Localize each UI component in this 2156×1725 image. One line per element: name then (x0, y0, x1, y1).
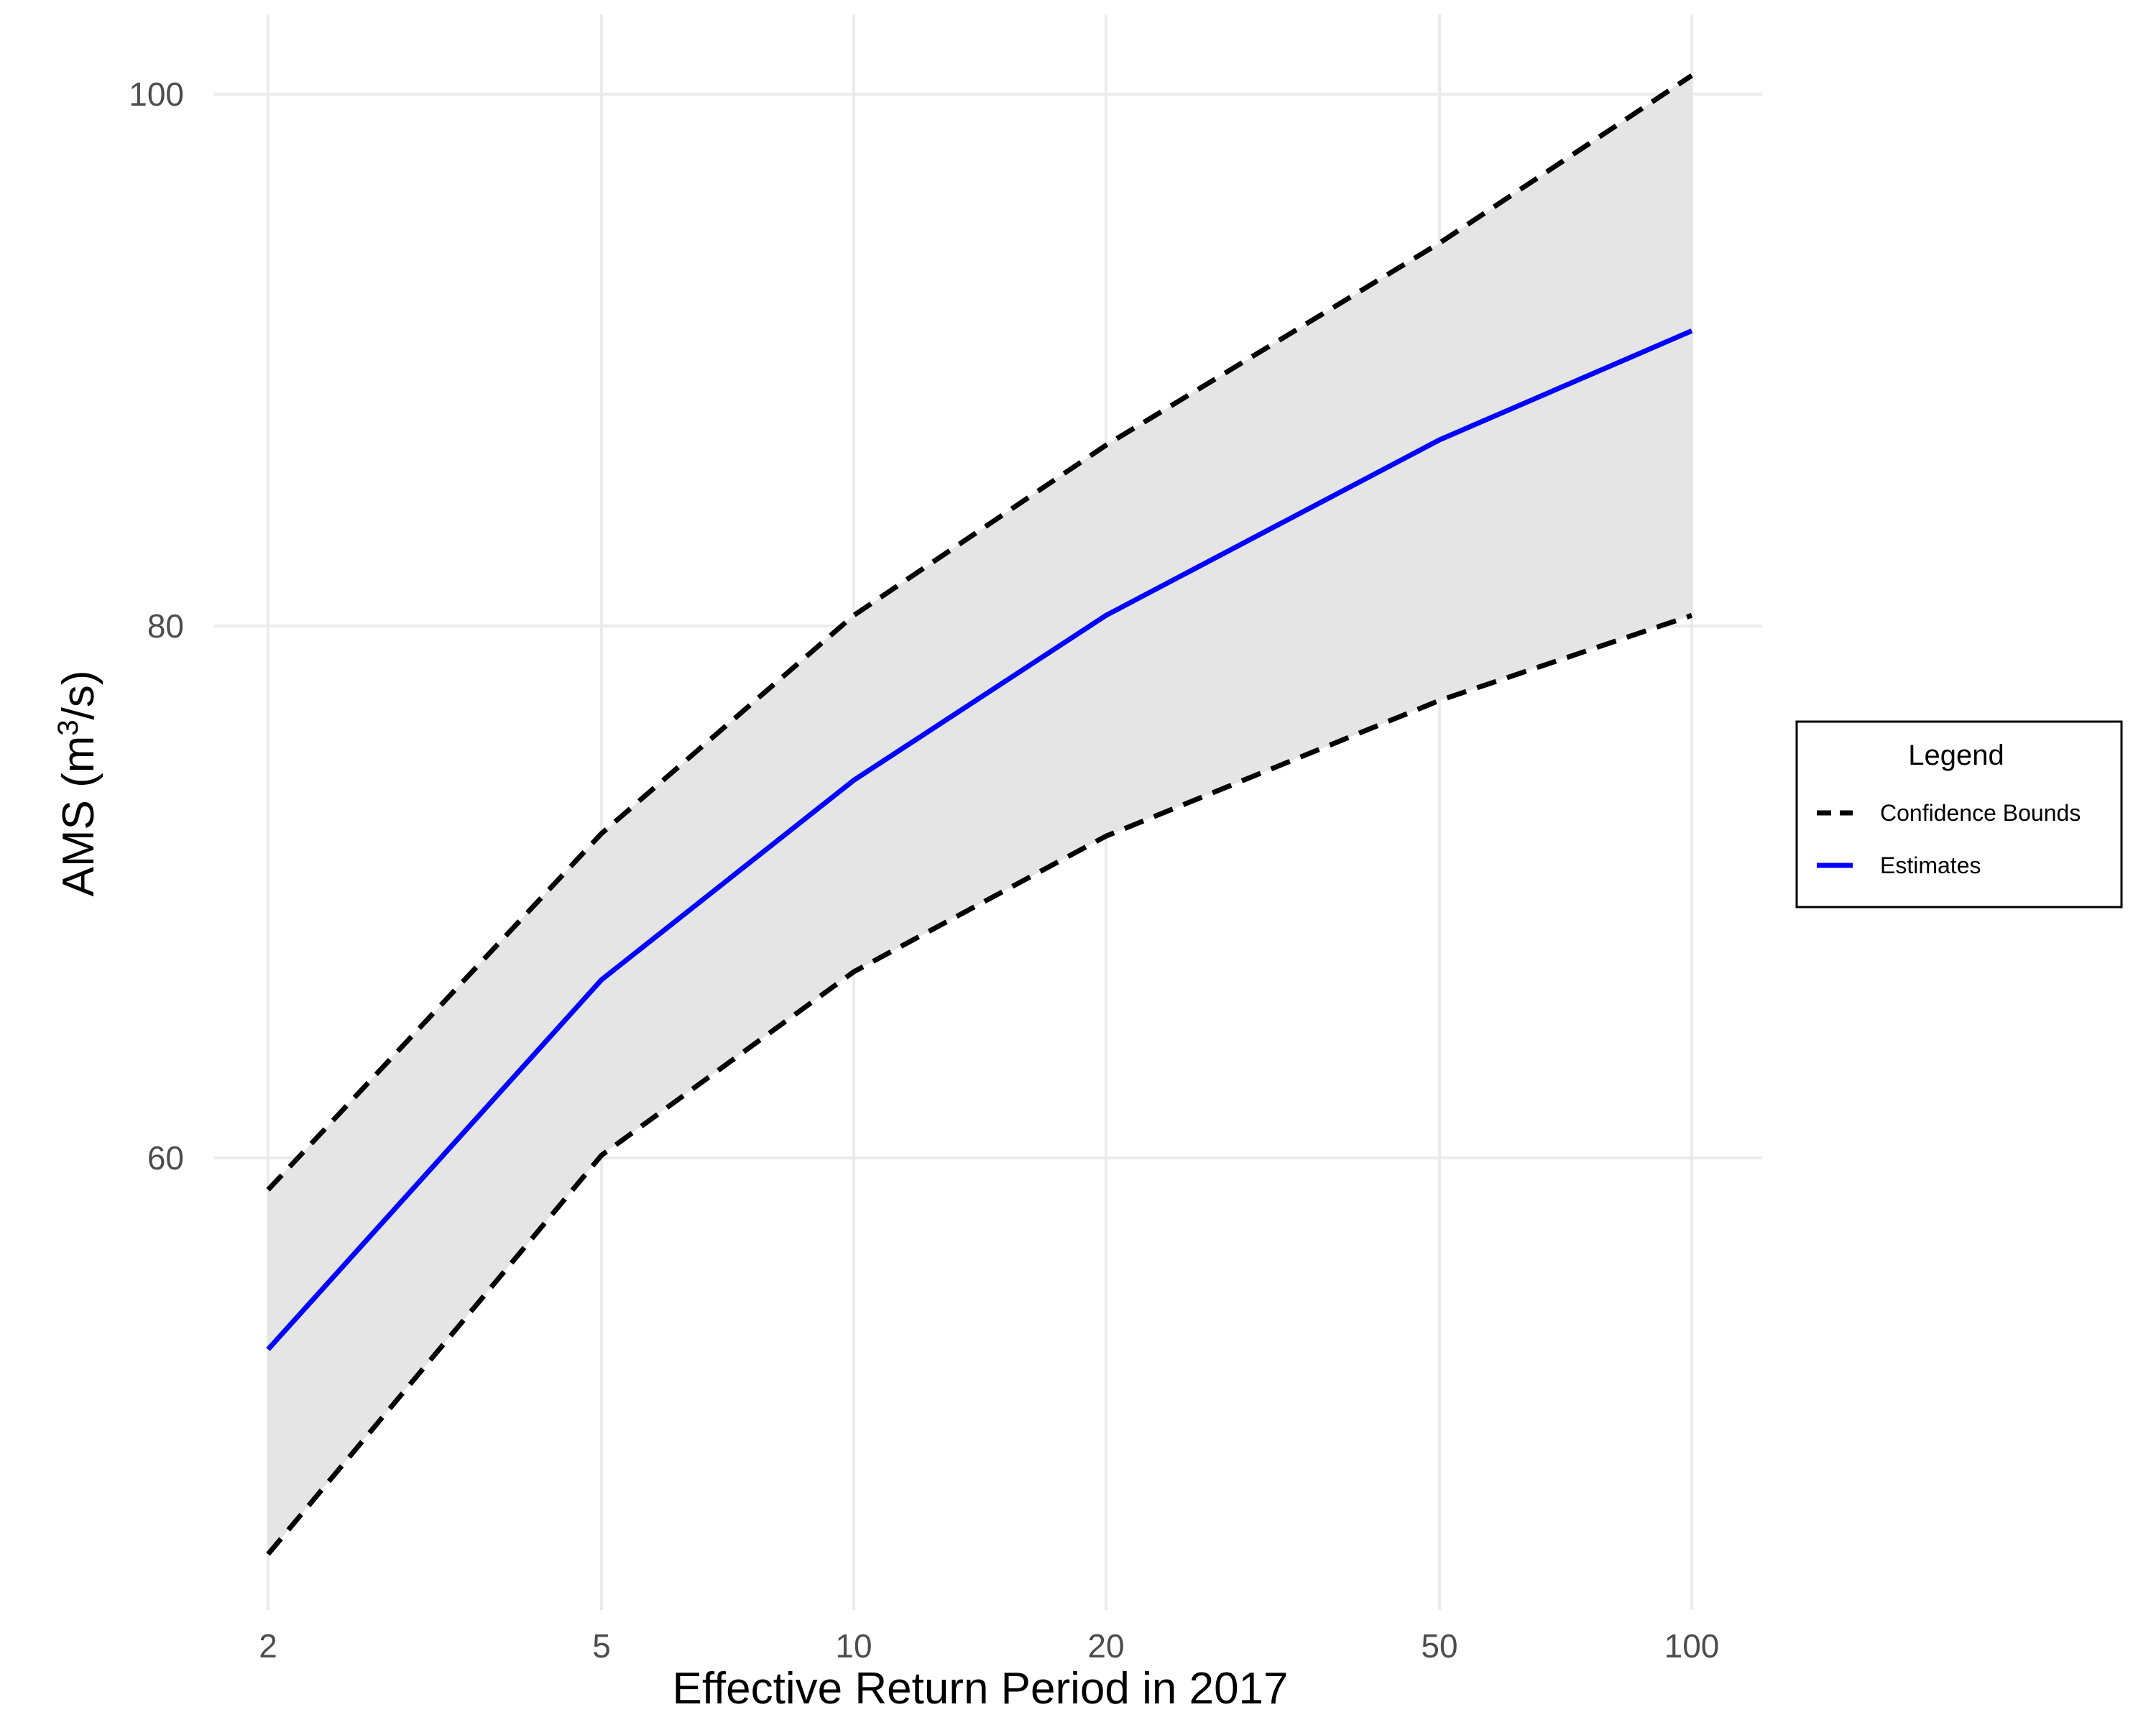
legend: Legend Confidence Bounds Estimates (1795, 720, 2123, 908)
x-axis-title: Effective Return Period in 2017 (672, 1664, 1288, 1714)
x-tick-label: 2 (259, 1627, 277, 1665)
x-tick-label: 5 (592, 1627, 611, 1665)
legend-label-estimates: Estimates (1880, 852, 1981, 878)
x-tick-labels: 2 5 10 20 50 100 (259, 1627, 1719, 1665)
x-tick-label: 50 (1421, 1627, 1457, 1665)
confidence-band (268, 75, 1692, 1555)
series-line-lower-bound (266, 612, 1693, 1556)
y-tick-labels: 60 80 100 (129, 75, 184, 1177)
y-axis-title: AMS (m3/s) (52, 671, 103, 897)
series-line-upper-bound (266, 73, 1693, 1192)
legend-title: Legend (1908, 740, 2004, 771)
x-tick-label: 20 (1087, 1627, 1124, 1665)
y-tick-label: 80 (147, 607, 184, 645)
y-axis-title-superscript: 3 (52, 719, 84, 735)
x-tick-label: 10 (835, 1627, 872, 1665)
x-tick-label: 100 (1664, 1627, 1720, 1665)
series-line-estimates (266, 328, 1693, 1351)
legend-label-confidence-bounds: Confidence Bounds (1880, 800, 2081, 826)
series-lines (266, 73, 1693, 1556)
y-tick-label: 60 (147, 1139, 184, 1177)
y-tick-label: 100 (129, 75, 184, 113)
